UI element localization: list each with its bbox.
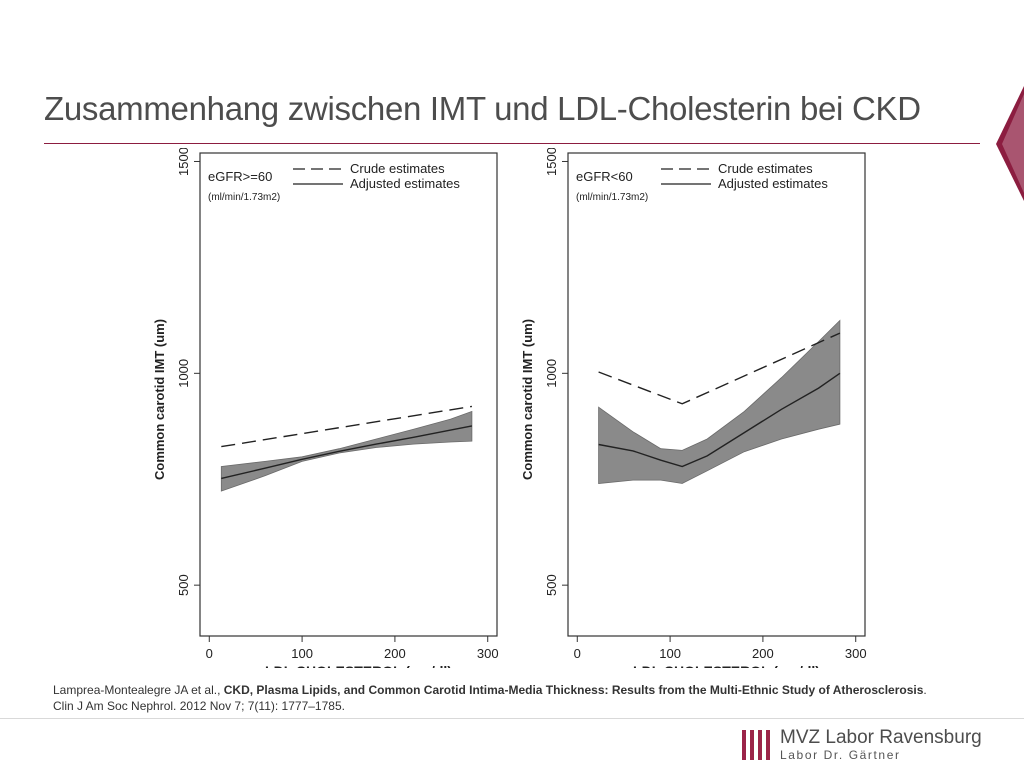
x-tick-label: 300 (845, 646, 867, 661)
footer-divider (0, 718, 1024, 719)
y-tick-label: 1000 (544, 359, 559, 388)
legend-label: Adjusted estimates (350, 176, 460, 191)
panel-sublabel: (ml/min/1.73m2) (576, 192, 648, 203)
citation-period: . (923, 683, 927, 697)
adjusted-estimates-line (221, 425, 473, 480)
x-tick-label: 100 (659, 646, 681, 661)
x-tick-label: 200 (384, 646, 406, 661)
confidence-band (220, 410, 473, 492)
x-tick-label: 0 (206, 646, 213, 661)
chart-svg: 010020030050010001500LDL CHOLESTEROL (mg… (152, 147, 867, 679)
x-tick-label: 0 (574, 646, 581, 661)
y-tick-label: 1500 (544, 148, 559, 176)
adjusted-estimates-line (598, 372, 841, 468)
legend-label: Crude estimates (718, 161, 813, 176)
panel-label: eGFR>=60 (208, 169, 272, 184)
y-tick-label: 1000 (176, 359, 191, 388)
x-tick-label: 200 (752, 646, 774, 661)
title-divider (44, 143, 980, 144)
confidence-band (598, 319, 841, 484)
citation-journal: Clin J Am Soc Nephrol. 2012 Nov 7; 7(11)… (53, 699, 345, 713)
y-axis-title: Common carotid IMT (um) (152, 319, 167, 480)
x-axis-title: LDL CHOLESTEROL (mg/dl) (633, 663, 820, 668)
chart-panel-left: 0 100 200 300 500 1000 1500 LDL CHOLESTEROL (mg… (152, 147, 499, 679)
next-chevron-icon (996, 86, 1024, 201)
slide-title: Zusammenhang zwischen IMT und LDL-Choles… (44, 90, 921, 127)
citation-article-title: CKD, Plasma Lipids, and Common Carotid I… (223, 683, 924, 697)
logo-sub-text: Labor Dr. Gärtner (780, 748, 901, 762)
y-tick-label: 1500 (176, 148, 191, 176)
y-tick-label: 500 (544, 574, 559, 596)
y-tick-label: 500 (176, 574, 191, 596)
logo-bars-icon (742, 730, 770, 760)
citation-authors: Lamprea-Montealegre JA et al., (53, 683, 224, 697)
legend-label: Adjusted estimates (718, 176, 828, 191)
x-axis-title: LDL CHOLESTEROL (mg/dl) (265, 663, 452, 668)
citation: Lamprea-Montealegre JA et al., CKD, Plas… (53, 682, 1003, 714)
panel-label: eGFR<60 (576, 169, 633, 184)
x-tick-label: 300 (477, 646, 499, 661)
legend-label: Crude estimates (350, 161, 445, 176)
figure-panels: 010020030050010001500LDL CHOLESTEROL (mg… (140, 147, 880, 679)
y-axis-title: Common carotid IMT (um) (520, 319, 535, 480)
plot-frame (567, 152, 866, 637)
company-logo: MVZ Labor Ravensburg Labor Dr. Gärtner (742, 728, 982, 762)
panel-sublabel: (ml/min/1.73m2) (208, 192, 280, 203)
x-tick-label: 100 (291, 646, 313, 661)
plot-frame (199, 152, 498, 637)
logo-main-text: MVZ Labor Ravensburg (780, 727, 982, 748)
crude-estimates-line (221, 405, 473, 448)
chart-panel-right: 0 100 200 300 500 1000 1500 LDL CHOLESTEROL (mg… (520, 147, 867, 679)
crude-estimates-line (598, 332, 841, 405)
